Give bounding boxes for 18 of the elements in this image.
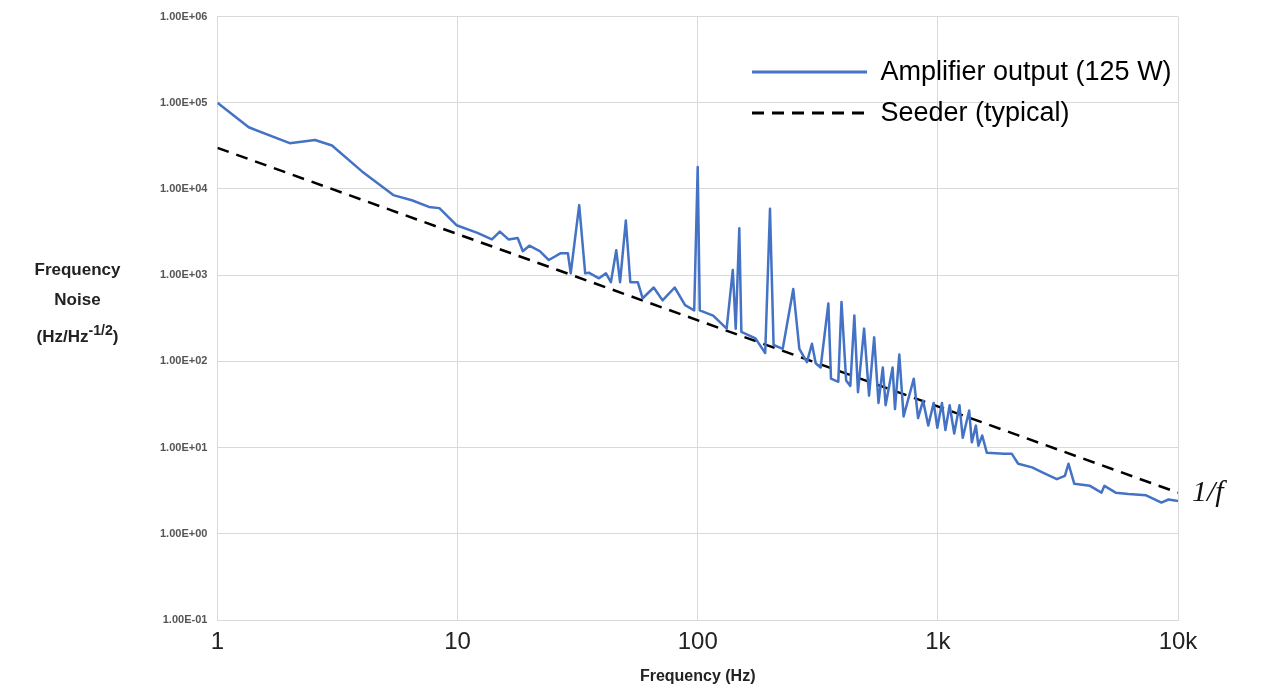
y-axis-title: Frequency Noise (Hz/Hz$^{-1/2}$) [34, 260, 121, 346]
y-tick-label: 1.00E-01 [162, 613, 208, 626]
y-tick-label: 1.00E+05 [160, 95, 208, 108]
x-tick-label: 10 [444, 627, 471, 655]
annotation: 1/f [1192, 473, 1228, 507]
legend-label: Seeder (typical) [880, 96, 1070, 127]
x-tick-label: 1 [210, 627, 225, 655]
y-tick-label: 1.00E+00 [160, 526, 208, 539]
x-tick-label: 10k [1158, 627, 1199, 655]
x-axis-title: Frequency (Hz) [639, 666, 756, 684]
y-tick-label: 1.00E+01 [160, 440, 208, 453]
y-tick-label: 1.00E+04 [160, 182, 209, 195]
x-tick-label: 1k [925, 627, 952, 655]
y-tick-label: 1.00E+03 [160, 268, 208, 281]
y-tick-label: 1.00E+06 [160, 9, 208, 22]
x-tick-label: 100 [677, 627, 718, 655]
y-tick-label: 1.00E+02 [160, 354, 208, 367]
legend-label: Amplifier output (125 W) [880, 55, 1172, 86]
